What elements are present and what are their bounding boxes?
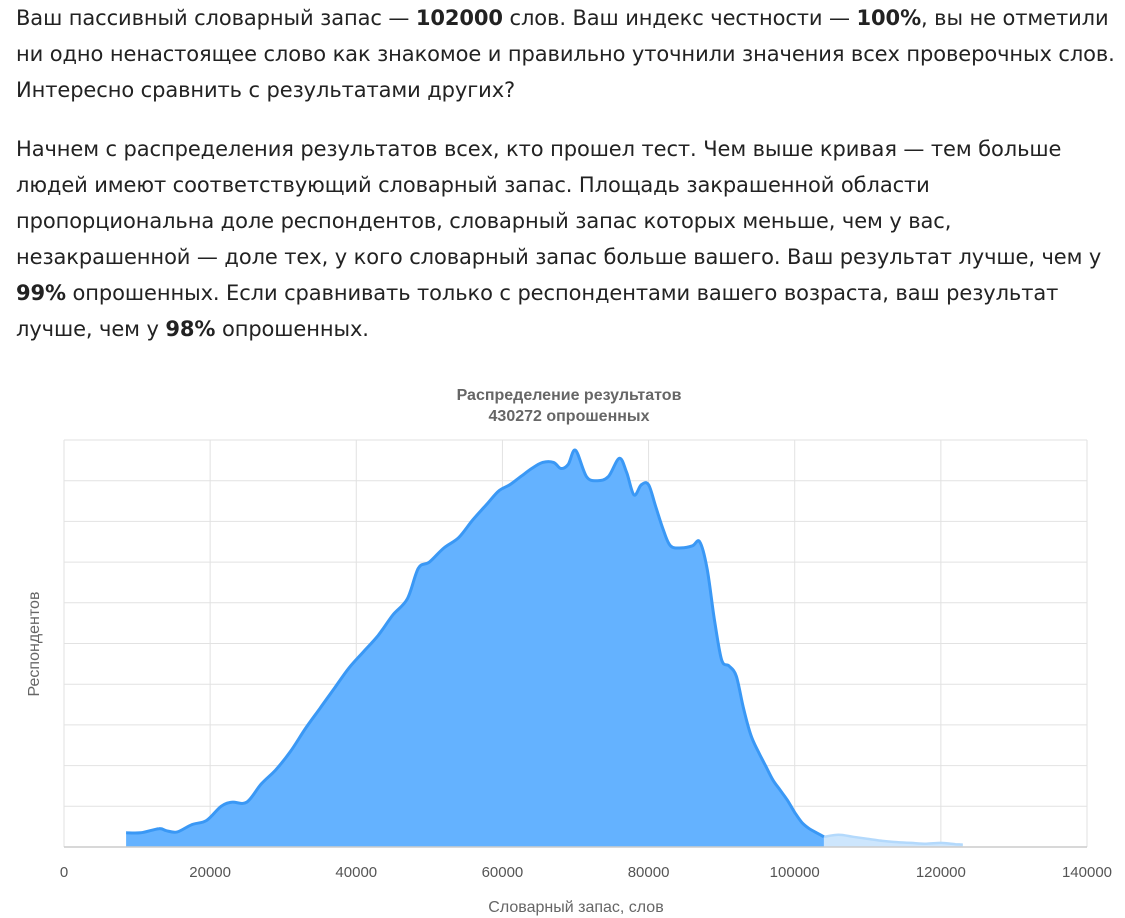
text-run: опрошенных. Если сравнивать только с рес… [16, 281, 1059, 341]
chart-area-series [126, 448, 963, 847]
x-tick-label: 100000 [770, 864, 820, 881]
highlighted-value: 98% [165, 317, 216, 341]
x-tick-label: 120000 [916, 864, 966, 881]
results-summary-paragraph: Ваш пассивный словарный запас — 102000 с… [16, 0, 1116, 108]
chart-subtitle: 430272 опрошенных [489, 408, 650, 425]
y-axis-label: Респондентов [26, 592, 43, 697]
filled-curve-line [126, 448, 825, 839]
x-tick-label: 80000 [628, 864, 670, 881]
highlighted-value: 102000 [415, 6, 503, 30]
text-run: Ваш пассивный словарный запас — [16, 6, 416, 30]
highlighted-value: 100% [856, 6, 922, 30]
x-tick-label: 140000 [1062, 864, 1112, 881]
chart-title: Распределение результатов [457, 387, 682, 404]
filled-area [126, 449, 824, 847]
unfilled-curve-line [823, 833, 963, 846]
distribution-explanation-paragraph: Начнем с распределения результатов всех,… [16, 131, 1116, 347]
text-run: опрошенных. [215, 317, 369, 341]
text-run: слов. Ваш индекс честности — [502, 6, 857, 30]
text-run: Начнем с распределения результатов всех,… [16, 137, 1102, 269]
highlighted-value: 99% [16, 281, 66, 305]
distribution-chart: Распределение результатов 430272 опрошен… [26, 387, 1112, 916]
x-tick-label: 60000 [482, 864, 524, 881]
x-tick-label: 0 [60, 864, 68, 881]
x-axis-ticks: 0 20000 40000 60000 80000 100000 120000 140000 [60, 864, 1112, 881]
x-axis-label: Словарный запас, слов [488, 899, 663, 916]
text-run: , вы не отметили ни одно ненастоящее сло… [16, 6, 1115, 102]
x-tick-label: 20000 [189, 864, 231, 881]
x-tick-label: 40000 [335, 864, 377, 881]
